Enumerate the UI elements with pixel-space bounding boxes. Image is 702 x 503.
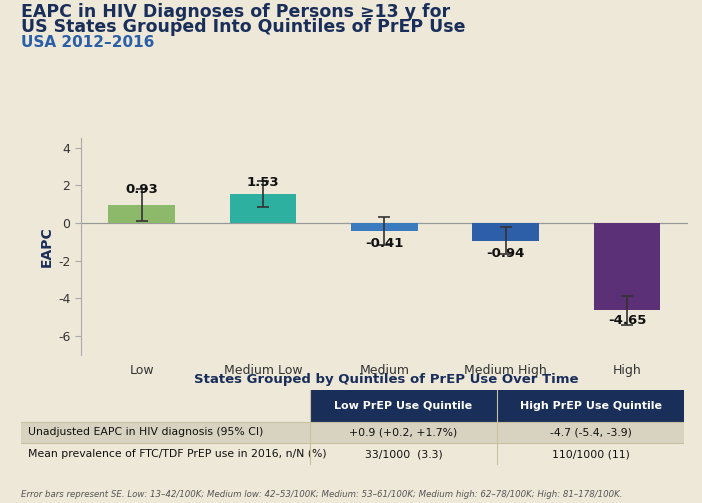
Text: +0.9 (+0.2, +1.7%): +0.9 (+0.2, +1.7%) [350,428,458,438]
Bar [21,422,684,444]
Text: Unadjusted EAPC in HIV diagnosis (95% CI): Unadjusted EAPC in HIV diagnosis (95% CI… [27,428,263,438]
Y-axis label: EAPC: EAPC [40,226,54,267]
Text: High PrEP Use Quintile: High PrEP Use Quintile [520,401,662,410]
Bar [472,223,539,240]
Text: US States Grouped Into Quintiles of PrEP Use: US States Grouped Into Quintiles of PrEP… [21,18,465,36]
Text: -0.94: -0.94 [486,247,525,261]
Bar [230,194,296,223]
Bar [594,223,661,310]
Bar [351,223,418,231]
Bar [108,205,175,223]
Text: Low PrEP Use Quintile: Low PrEP Use Quintile [334,401,472,410]
Text: -0.41: -0.41 [365,237,404,250]
Bar [310,390,498,422]
Text: -4.7 (-5.4, -3.9): -4.7 (-5.4, -3.9) [550,428,632,438]
Bar [498,390,684,422]
Text: 110/1000 (11): 110/1000 (11) [552,449,630,459]
Text: 1.53: 1.53 [246,177,279,190]
Text: Error bars represent SE. Low: 13–42/100K; Medium low: 42–53/100K; Medium: 53–61/: Error bars represent SE. Low: 13–42/100K… [21,490,623,499]
Text: States Grouped by Quintiles of PrEP Use Over Time: States Grouped by Quintiles of PrEP Use … [194,373,578,386]
Text: Mean prevalence of FTC/TDF PrEP use in 2016, n/N (%): Mean prevalence of FTC/TDF PrEP use in 2… [27,449,326,459]
Text: EAPC in HIV Diagnoses of Persons ≥13 y for: EAPC in HIV Diagnoses of Persons ≥13 y f… [21,3,450,21]
Text: USA 2012–2016: USA 2012–2016 [21,35,154,50]
Text: -4.65: -4.65 [608,314,646,327]
Text: 0.93: 0.93 [126,183,158,196]
Text: 33/1000  (3.3): 33/1000 (3.3) [364,449,442,459]
